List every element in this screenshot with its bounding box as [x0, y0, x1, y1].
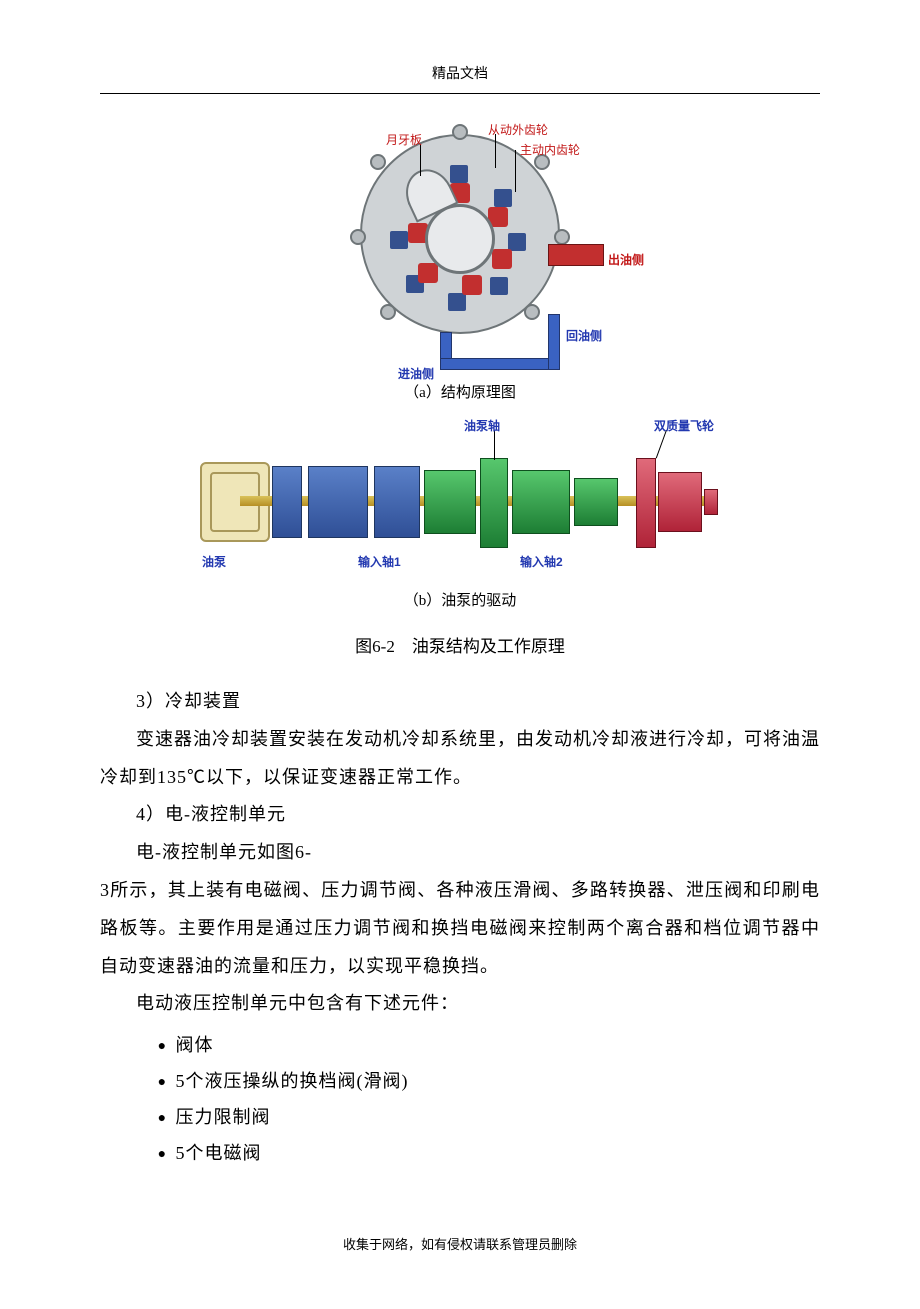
label-input1: 输入轴1 — [358, 550, 401, 575]
section3-heading: 3）冷却装置 — [100, 683, 820, 721]
list-item: 阀体 — [158, 1027, 820, 1063]
bolt-icon — [380, 304, 396, 320]
flywheel-seg — [658, 472, 702, 532]
label-crescent: 月牙板 — [386, 128, 422, 153]
label-outlet: 出油侧 — [608, 248, 644, 273]
flywheel-seg — [636, 458, 656, 548]
leader-line — [515, 150, 516, 192]
bolt-icon — [554, 229, 570, 245]
label-inner-gear: 主动内齿轮 — [520, 138, 580, 163]
label-pump-shaft: 油泵轴 — [464, 414, 500, 439]
shaft-blue-seg — [308, 466, 368, 538]
figure-a-caption: （a）结构原理图 — [100, 378, 820, 410]
list-item: 5个液压操纵的换档阀(滑阀) — [158, 1063, 820, 1099]
inlet-pipe-horz — [440, 358, 560, 370]
label-inlet: 进油侧 — [398, 362, 434, 387]
label-flywheel: 双质量飞轮 — [654, 414, 714, 439]
shaft-blue-seg — [272, 466, 302, 538]
page-header: 精品文档 — [100, 60, 820, 94]
shaft-green-seg — [424, 470, 476, 534]
section4-line1: 电-液控制单元如图6- — [100, 834, 820, 872]
section3-para: 变速器油冷却装置安装在发动机冷却系统里，由发动机冷却液进行冷却，可将油温冷却到1… — [100, 721, 820, 797]
component-list: 阀体 5个液压操纵的换档阀(滑阀) 压力限制阀 5个电磁阀 — [100, 1027, 820, 1171]
section4-line2: 3所示，其上装有电磁阀、压力调节阀、各种液压滑阀、多路转换器、泄压阀和印刷电路板… — [100, 872, 820, 985]
shaft-blue-seg — [374, 466, 420, 538]
pump-structure-diagram: 月牙板 从动外齿轮 主动内齿轮 出油侧 回油侧 进油侧 — [310, 114, 610, 374]
shaft-green-seg — [574, 478, 618, 526]
figure-b-caption: （b）油泵的驱动 — [100, 586, 820, 618]
page-footer: 收集于网络，如有侵权请联系管理员删除 — [100, 1231, 820, 1258]
list-item: 压力限制阀 — [158, 1099, 820, 1135]
shaft-green-seg — [480, 458, 508, 548]
section4-line3: 电动液压控制单元中包含有下述元件： — [100, 985, 820, 1023]
label-pump: 油泵 — [202, 550, 226, 575]
section4-heading: 4）电-液控制单元 — [100, 796, 820, 834]
figure-a: 月牙板 从动外齿轮 主动内齿轮 出油侧 回油侧 进油侧 （a）结构原理图 — [100, 114, 820, 410]
bolt-icon — [524, 304, 540, 320]
figure-main-caption: 图6-2 油泵结构及工作原理 — [100, 629, 820, 665]
return-pipe — [548, 314, 560, 370]
center-bore — [425, 204, 495, 274]
outlet-pipe — [548, 244, 604, 266]
pump-drive-diagram: 油泵轴 双质量飞轮 油泵 输入轴1 输入轴2 — [180, 422, 740, 582]
list-item: 5个电磁阀 — [158, 1135, 820, 1171]
label-input2: 输入轴2 — [520, 550, 563, 575]
label-return: 回油侧 — [566, 324, 602, 349]
figure-b: 油泵轴 双质量飞轮 油泵 输入轴1 输入轴2 （b）油泵的驱动 — [100, 422, 820, 618]
shaft-green-seg — [512, 470, 570, 534]
flywheel-seg — [704, 489, 718, 515]
